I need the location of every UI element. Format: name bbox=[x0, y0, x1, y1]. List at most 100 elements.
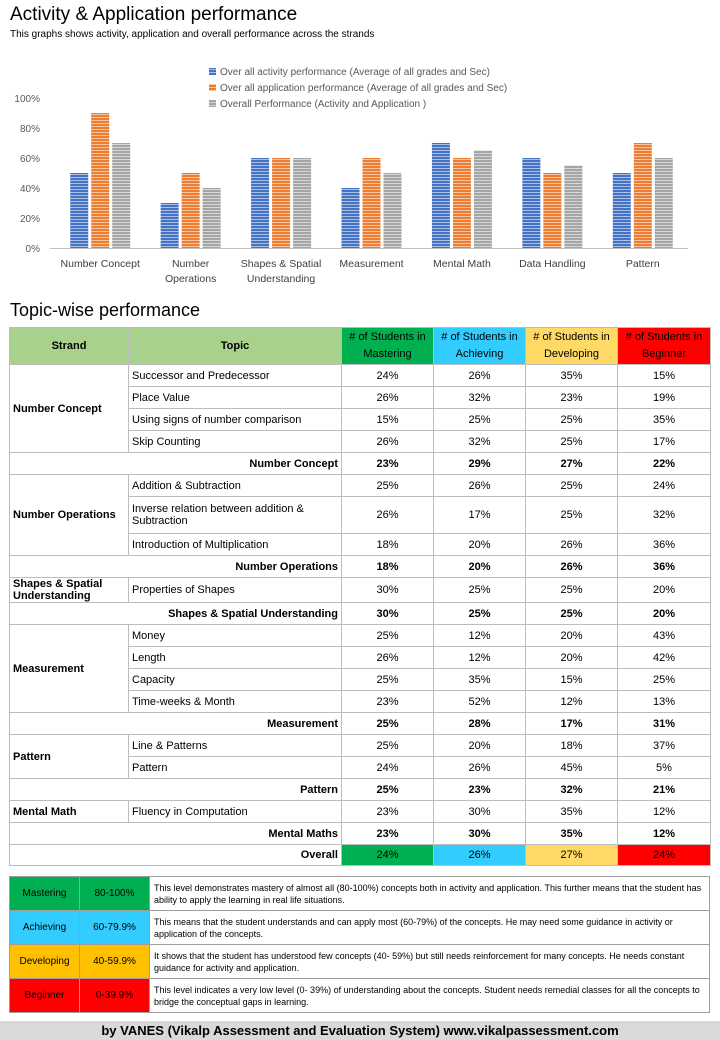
x-tick-label: Number Operations bbox=[165, 258, 216, 285]
legend-level-name: Mastering bbox=[9, 876, 80, 911]
value-cell: 25% bbox=[341, 668, 434, 691]
value-cell: 20% bbox=[525, 646, 618, 669]
value-cell: 15% bbox=[617, 364, 711, 387]
value-cell: 25% bbox=[617, 668, 711, 691]
value-cell: 17% bbox=[617, 430, 711, 453]
subtotal-row: Shapes & Spatial Understanding 30% 25% 25% 2… bbox=[9, 602, 711, 625]
y-tick-label: 100% bbox=[14, 94, 40, 105]
header-achieving: # of Students in Achieving bbox=[433, 327, 526, 365]
value-cell: 5% bbox=[617, 756, 711, 779]
table-row: Using signs of number comparison 15% 25% 25… bbox=[10, 408, 711, 431]
subtotal-value: 23% bbox=[341, 822, 434, 845]
table-row: Pattern Line & Patterns 25% 20% 18% 37% bbox=[9, 734, 711, 779]
value-cell: 18% bbox=[525, 734, 618, 757]
bar bbox=[543, 173, 562, 248]
value-cell: 12% bbox=[617, 800, 711, 823]
value-cell: 26% bbox=[341, 430, 434, 453]
topic-cell: Properties of Shapes bbox=[128, 577, 342, 603]
bar bbox=[272, 158, 291, 248]
table-row: Shapes & Spatial Understanding Properties… bbox=[9, 577, 711, 603]
value-cell: 35% bbox=[525, 364, 618, 387]
topic-cell: Fluency in Computation bbox=[128, 800, 342, 823]
subtotal-value: 27% bbox=[525, 452, 618, 475]
y-tick-label: 60% bbox=[20, 154, 40, 165]
value-cell: 15% bbox=[525, 668, 618, 691]
value-cell: 35% bbox=[433, 668, 526, 691]
legend-level-name: Developing bbox=[9, 944, 80, 979]
table-header-row: Strand Topic # of Students in Mastering … bbox=[9, 327, 711, 365]
table-row: Mental Math Fluency in Computation 23% 30% 3… bbox=[9, 800, 711, 823]
value-cell: 26% bbox=[433, 364, 526, 387]
value-cell: 32% bbox=[433, 430, 526, 453]
value-cell: 25% bbox=[525, 496, 618, 534]
subtotal-row: Number Concept 23% 29% 27% 22% bbox=[9, 452, 711, 475]
subtotal-value: 22% bbox=[617, 452, 711, 475]
table-row: Introduction of Multiplication 18% 20% 26% 3… bbox=[10, 533, 711, 556]
section-title: Topic-wise performance bbox=[10, 300, 201, 320]
subtotal-label: Shapes & Spatial Understanding bbox=[9, 602, 342, 625]
subtotal-value: 28% bbox=[433, 712, 526, 735]
subtotal-value: 35% bbox=[525, 822, 618, 845]
value-cell: 25% bbox=[433, 408, 526, 431]
value-cell: 24% bbox=[341, 364, 434, 387]
value-cell: 30% bbox=[341, 577, 434, 603]
legend-label: Over all activity performance (Average o… bbox=[220, 67, 490, 78]
value-cell: 25% bbox=[341, 474, 434, 497]
topic-cell: Place Value bbox=[128, 386, 342, 409]
table-row: Number Operations Addition & Subtraction 2… bbox=[9, 474, 711, 556]
header-developing: # of Students in Developing bbox=[525, 327, 618, 365]
overall-value: 26% bbox=[433, 844, 526, 866]
value-cell: 25% bbox=[433, 577, 526, 603]
subtotal-value: 20% bbox=[617, 602, 711, 625]
header-beginner: # of Students in Beginner bbox=[617, 327, 711, 365]
bar bbox=[341, 188, 360, 248]
y-tick-label: 40% bbox=[20, 184, 40, 195]
chart-title: Activity & Application performance bbox=[10, 4, 298, 25]
x-tick-label: Measurement bbox=[339, 258, 403, 270]
bar bbox=[383, 173, 402, 248]
value-cell: 43% bbox=[617, 624, 711, 647]
value-cell: 26% bbox=[341, 496, 434, 534]
strand-cell: Number Operations bbox=[9, 474, 129, 556]
subtotal-value: 30% bbox=[433, 822, 526, 845]
strand-cell: Shapes & Spatial Understanding bbox=[9, 577, 129, 603]
value-cell: 20% bbox=[617, 577, 711, 603]
legend-label: Overall Performance (Activity and Applic… bbox=[220, 99, 426, 110]
subtotal-value: 23% bbox=[433, 778, 526, 801]
subtotal-value: 31% bbox=[617, 712, 711, 735]
overall-value: 24% bbox=[341, 844, 434, 866]
subtotal-value: 26% bbox=[525, 555, 618, 578]
topic-cell: Time-weeks & Month bbox=[128, 690, 342, 713]
subtotal-label: Measurement bbox=[9, 712, 342, 735]
value-cell: 30% bbox=[433, 800, 526, 823]
bar bbox=[522, 158, 541, 248]
bar bbox=[112, 143, 131, 248]
bar bbox=[91, 113, 110, 248]
topic-cell: Successor and Predecessor bbox=[128, 364, 342, 387]
value-cell: 23% bbox=[341, 800, 434, 823]
header-mastering: # of Students in Mastering bbox=[341, 327, 434, 365]
subtotal-row: Pattern 25% 23% 32% 21% bbox=[9, 778, 711, 801]
subtotal-row: Mental Maths 23% 30% 35% 12% bbox=[9, 822, 711, 845]
table-row: Measurement Money 25% 12% 20% 43% bbox=[9, 624, 711, 713]
legend-row: Achieving 60-79.9% This means that the stu… bbox=[9, 910, 710, 945]
legend-level-range: 80-100% bbox=[79, 876, 150, 911]
bar bbox=[181, 173, 200, 248]
topic-cell: Using signs of number comparison bbox=[128, 408, 342, 431]
value-cell: 25% bbox=[341, 734, 434, 757]
table-row: Pattern 24% 26% 45% 5% bbox=[10, 756, 711, 779]
subtotal-value: 25% bbox=[341, 712, 434, 735]
value-cell: 45% bbox=[525, 756, 618, 779]
value-cell: 25% bbox=[341, 624, 434, 647]
topic-cell: Length bbox=[128, 646, 342, 669]
topic-performance-table: Strand Topic # of Students in Mastering … bbox=[9, 327, 711, 866]
value-cell: 13% bbox=[617, 690, 711, 713]
value-cell: 32% bbox=[617, 496, 711, 534]
value-cell: 26% bbox=[525, 533, 618, 556]
value-cell: 24% bbox=[617, 474, 711, 497]
subtotal-value: 25% bbox=[525, 602, 618, 625]
topic-cell: Pattern bbox=[128, 756, 342, 779]
value-cell: 25% bbox=[525, 408, 618, 431]
value-cell: 12% bbox=[433, 624, 526, 647]
topic-cell: Addition & Subtraction bbox=[128, 474, 342, 497]
